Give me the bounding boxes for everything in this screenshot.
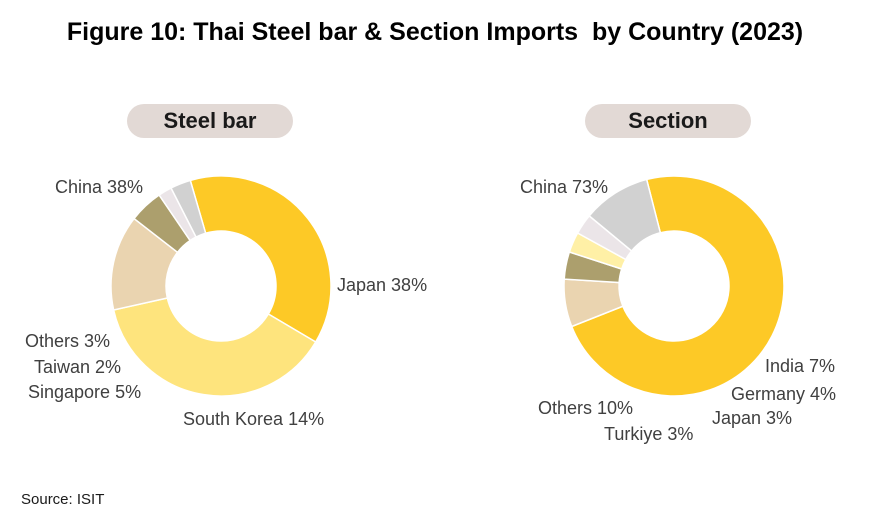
- label-singapore: Singapore 5%: [28, 382, 141, 402]
- slice-japan: [112, 297, 317, 397]
- steel-bar-chart-title: Steel bar: [127, 104, 293, 138]
- label-south-korea: South Korea 14%: [183, 409, 324, 429]
- label-germany: Germany 4%: [731, 384, 836, 404]
- slice-labels: China 38% Japan 38% South Korea 14% Singapo…: [25, 177, 836, 444]
- steel-bar-donut: [110, 175, 332, 397]
- label-china: China 38%: [55, 177, 143, 197]
- label-china: China 73%: [520, 177, 608, 197]
- label-turkiye: Turkiye 3%: [604, 424, 693, 444]
- slice-others: [170, 179, 207, 239]
- label-taiwan: Taiwan 2%: [34, 357, 121, 377]
- section-donut: [563, 175, 785, 397]
- label-others: Others 3%: [25, 331, 110, 351]
- source-note: Source: ISIT: [21, 491, 105, 508]
- section-chart-title: Section: [585, 104, 751, 138]
- label-japan: Japan 3%: [712, 408, 792, 428]
- slice-others: [588, 178, 662, 252]
- label-india: India 7%: [765, 356, 835, 376]
- label-others: Others 10%: [538, 398, 633, 418]
- label-japan: Japan 38%: [337, 275, 427, 295]
- figure-title: Figure 10: Thai Steel bar & Section Impo…: [66, 18, 804, 46]
- slice-china: [570, 175, 785, 397]
- slice-china: [189, 175, 332, 344]
